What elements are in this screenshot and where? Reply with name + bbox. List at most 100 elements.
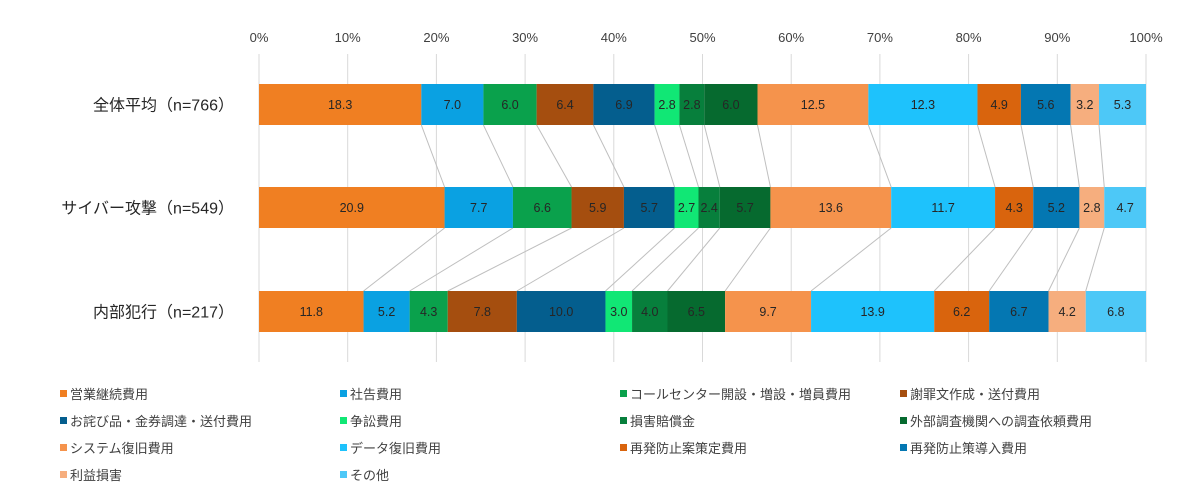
series-line xyxy=(667,227,721,292)
bar-segment xyxy=(363,291,410,332)
data-label: 6.7 xyxy=(1010,305,1027,319)
data-label: 4.3 xyxy=(1005,201,1022,215)
data-label: 4.9 xyxy=(991,98,1008,112)
data-label: 2.8 xyxy=(658,98,675,112)
bar-segment xyxy=(1070,84,1099,125)
bar-segment xyxy=(757,84,869,125)
bar-segment xyxy=(571,187,624,228)
data-label: 3.2 xyxy=(1076,98,1093,112)
bar-segment xyxy=(259,84,422,125)
series-line xyxy=(420,124,446,188)
bar-segment xyxy=(536,84,594,125)
data-label: 6.0 xyxy=(722,98,739,112)
data-label: 3.0 xyxy=(610,305,627,319)
data-label: 6.8 xyxy=(1107,305,1124,319)
series-line xyxy=(867,124,892,188)
bar-segment xyxy=(868,84,978,125)
data-label: 7.0 xyxy=(444,98,461,112)
x-tick-label: 20% xyxy=(423,30,449,45)
bar-segment xyxy=(989,291,1049,332)
bar-segment xyxy=(259,291,364,332)
bar-segment xyxy=(409,291,448,332)
data-label: 12.5 xyxy=(801,98,825,112)
x-tick-label: 30% xyxy=(512,30,538,45)
bar-segment xyxy=(934,291,990,332)
x-tick-label: 40% xyxy=(601,30,627,45)
series-line xyxy=(703,124,721,188)
series-line xyxy=(1048,227,1080,292)
data-label: 13.9 xyxy=(860,305,884,319)
bar-segment xyxy=(1098,84,1146,125)
x-axis-ticks: 0% 10% 20% 30% 40% 50% 60% 70% 80% 90% 100% xyxy=(250,30,1163,45)
bar-segment xyxy=(1079,187,1105,228)
category-label: 全体平均（n=766） xyxy=(93,97,234,115)
data-label: 4.3 xyxy=(420,305,437,319)
data-label: 4.0 xyxy=(641,305,658,319)
data-label: 11.8 xyxy=(300,305,323,319)
data-label: 5.2 xyxy=(1048,201,1065,215)
data-label: 5.7 xyxy=(736,201,753,215)
bar-segment xyxy=(605,291,633,332)
data-label: 2.8 xyxy=(683,98,700,112)
series-line xyxy=(1098,124,1105,188)
bar-segment xyxy=(995,187,1034,228)
series-line xyxy=(678,124,699,188)
bar-segment xyxy=(719,187,771,228)
series-line xyxy=(516,227,625,292)
bar-segment xyxy=(1033,187,1080,228)
data-label: 2.7 xyxy=(678,201,695,215)
bar-segment xyxy=(444,187,513,228)
category-labels: 全体平均（n=766） サイバー攻撃（n=549） 内部犯行（n=217） xyxy=(61,97,234,322)
bar-segment xyxy=(770,187,892,228)
data-label: 6.2 xyxy=(953,305,970,319)
data-label: 5.7 xyxy=(641,201,658,215)
bar-segment xyxy=(667,291,726,332)
bar-segment xyxy=(1085,291,1146,332)
bar-segment xyxy=(593,84,655,125)
series-line xyxy=(757,124,771,188)
bar-segment xyxy=(512,187,572,228)
data-label: 13.6 xyxy=(819,201,843,215)
bar-segment xyxy=(516,291,606,332)
bar-segment xyxy=(698,187,720,228)
bar-segment xyxy=(421,84,484,125)
bar-segment xyxy=(725,291,812,332)
data-label: 6.0 xyxy=(501,98,518,112)
data-label: 6.5 xyxy=(688,305,705,319)
data-label: 12.3 xyxy=(911,98,935,112)
bar-segment xyxy=(679,84,705,125)
x-tick-label: 90% xyxy=(1044,30,1070,45)
data-label: 4.2 xyxy=(1058,305,1075,319)
data-label: 9.7 xyxy=(759,305,776,319)
series-line xyxy=(409,227,514,292)
series-line xyxy=(536,124,572,188)
bar-segment xyxy=(623,187,675,228)
data-label: 7.8 xyxy=(474,305,491,319)
data-label: 7.7 xyxy=(470,201,487,215)
x-tick-label: 80% xyxy=(956,30,982,45)
series-lines xyxy=(363,124,1105,292)
data-label: 20.9 xyxy=(340,201,364,215)
series-line xyxy=(447,227,572,292)
series-line xyxy=(482,124,514,188)
data-label: 2.8 xyxy=(1083,201,1100,215)
series-line xyxy=(363,227,445,292)
bar-segment xyxy=(654,84,680,125)
data-label: 11.7 xyxy=(931,201,954,215)
series-line xyxy=(810,227,892,292)
series-line xyxy=(605,227,675,292)
x-tick-label: 0% xyxy=(250,30,269,45)
data-label: 5.2 xyxy=(378,305,395,319)
bar-segment xyxy=(977,84,1021,125)
series-line xyxy=(592,124,625,188)
series-line xyxy=(631,227,699,292)
data-label: 6.9 xyxy=(615,98,632,112)
x-tick-label: 70% xyxy=(867,30,893,45)
data-label: 6.6 xyxy=(534,201,551,215)
bars: 18.3 7.0 6.0 6.4 6.9 2.8 2.8 6.0 12.5 12.3 4.9 5.6 3… xyxy=(259,84,1146,332)
bar-segment xyxy=(811,291,935,332)
series-line xyxy=(1085,227,1105,292)
bar-segment xyxy=(1048,291,1086,332)
category-label: 内部犯行（n=217） xyxy=(93,304,234,322)
bar-segment xyxy=(704,84,758,125)
